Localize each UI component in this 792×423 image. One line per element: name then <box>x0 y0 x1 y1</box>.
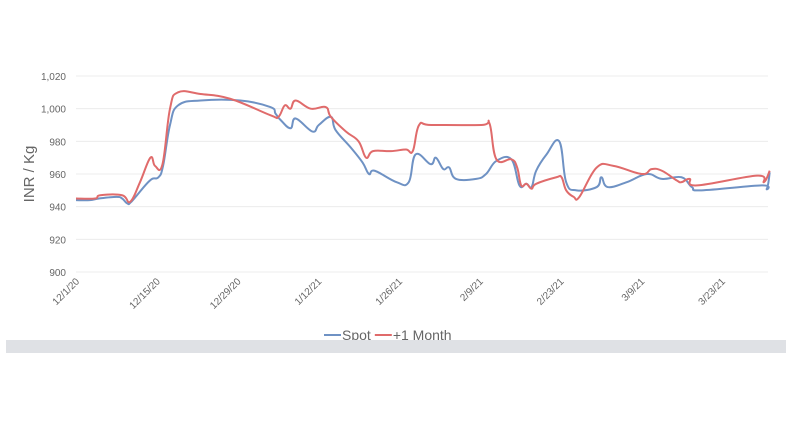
series-lines <box>75 90 771 206</box>
x-tick-label: 1/12/21 <box>293 276 325 308</box>
y-tick-label: 1,020 <box>41 72 66 83</box>
y-axis-label: INR / Kg <box>21 146 38 203</box>
y-tick-label: 900 <box>49 268 66 279</box>
y-tick-label: 960 <box>49 170 66 181</box>
legend-label: Spot <box>342 327 371 343</box>
horizontal-scrollbar[interactable] <box>6 340 786 353</box>
x-tick-label: 2/9/21 <box>458 276 486 304</box>
y-tick-label: 1,000 <box>41 105 66 116</box>
x-tick-label: 12/15/20 <box>128 276 164 312</box>
gridlines <box>76 75 768 273</box>
x-tick-label: 12/1/20 <box>51 276 83 308</box>
x-tick-label: 12/29/20 <box>208 276 244 312</box>
legend-label: +1 Month <box>393 327 452 343</box>
x-tick-label: 1/26/21 <box>374 276 406 308</box>
x-tick-label: 3/23/21 <box>697 276 729 308</box>
legend: Spot +1 Month <box>324 327 452 343</box>
y-axis-ticks: 900 920 940 960 980 1,000 1,020 <box>41 72 66 279</box>
series-line--1-month <box>75 90 771 204</box>
series-line-spot <box>75 98 771 206</box>
y-tick-label: 920 <box>49 235 66 246</box>
x-axis-ticks: 12/1/20 12/15/20 12/29/20 1/12/21 1/26/21 2/9… <box>51 276 729 312</box>
y-tick-label: 980 <box>49 137 66 148</box>
x-tick-label: 2/23/21 <box>535 276 567 308</box>
x-tick-label: 3/9/21 <box>620 276 648 304</box>
y-tick-label: 940 <box>49 203 66 214</box>
